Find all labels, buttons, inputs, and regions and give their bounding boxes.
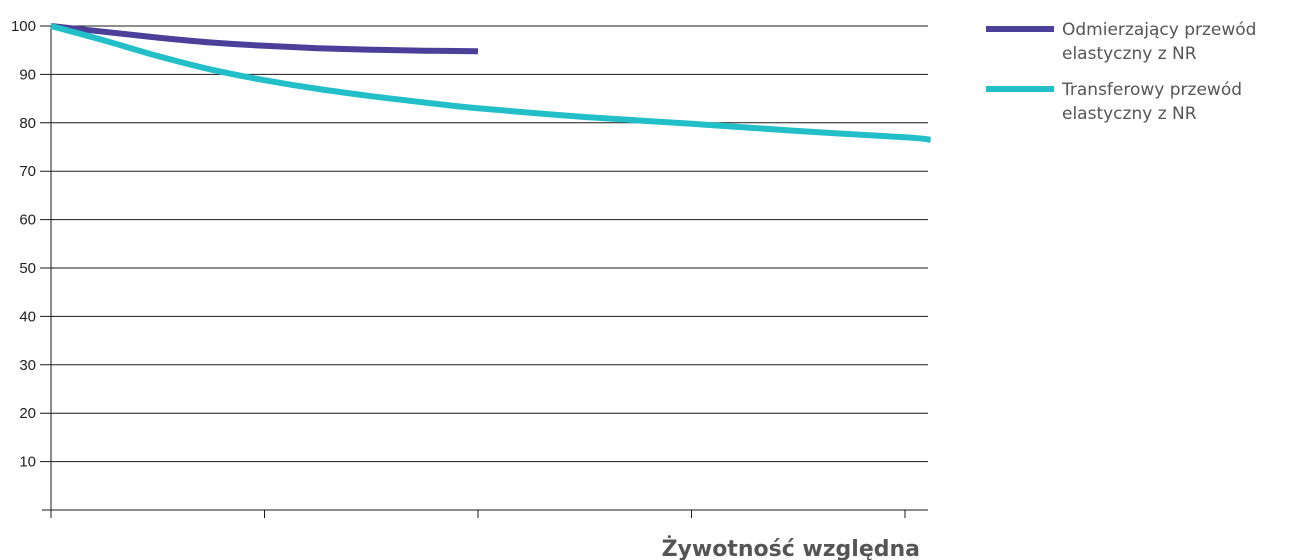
y-tick-label-60: 60 (19, 212, 36, 229)
legend-swatch-transfer-hose (986, 86, 1054, 92)
legend-swatch-metering-hose (986, 26, 1054, 32)
y-tick-label-70: 70 (19, 163, 36, 180)
y-tick-label-30: 30 (19, 357, 36, 374)
legend: Odmierzający przewód elastyczny z NR Tra… (986, 18, 1306, 138)
series-lines (50, 23, 931, 143)
legend-item-transfer-hose: Transferowy przewód elastyczny z NR (986, 78, 1306, 126)
series-line-0 (50, 23, 479, 55)
y-tick-label-100: 100 (11, 18, 36, 35)
y-tick-labels: 10 20 30 40 50 60 70 80 90 100 (11, 18, 36, 471)
y-tick-label-40: 40 (19, 308, 36, 325)
legend-item-metering-hose: Odmierzający przewód elastyczny z NR (986, 18, 1306, 66)
y-tick-label-20: 20 (19, 405, 36, 422)
grid-lines (40, 25, 928, 463)
y-tick-label-10: 10 (19, 454, 36, 471)
y-tick-label-80: 80 (19, 115, 36, 132)
legend-label-transfer-hose: Transferowy przewód elastyczny z NR (1062, 80, 1243, 124)
x-axis-label: Żywotność względna (662, 536, 920, 560)
y-tick-label-50: 50 (19, 260, 36, 277)
series-line-1 (50, 23, 931, 143)
axes (42, 26, 928, 511)
y-tick-label-90: 90 (19, 66, 36, 83)
x-tick-marks (50, 510, 906, 518)
legend-label-metering-hose: Odmierzający przewód elastyczny z NR (1062, 20, 1257, 64)
